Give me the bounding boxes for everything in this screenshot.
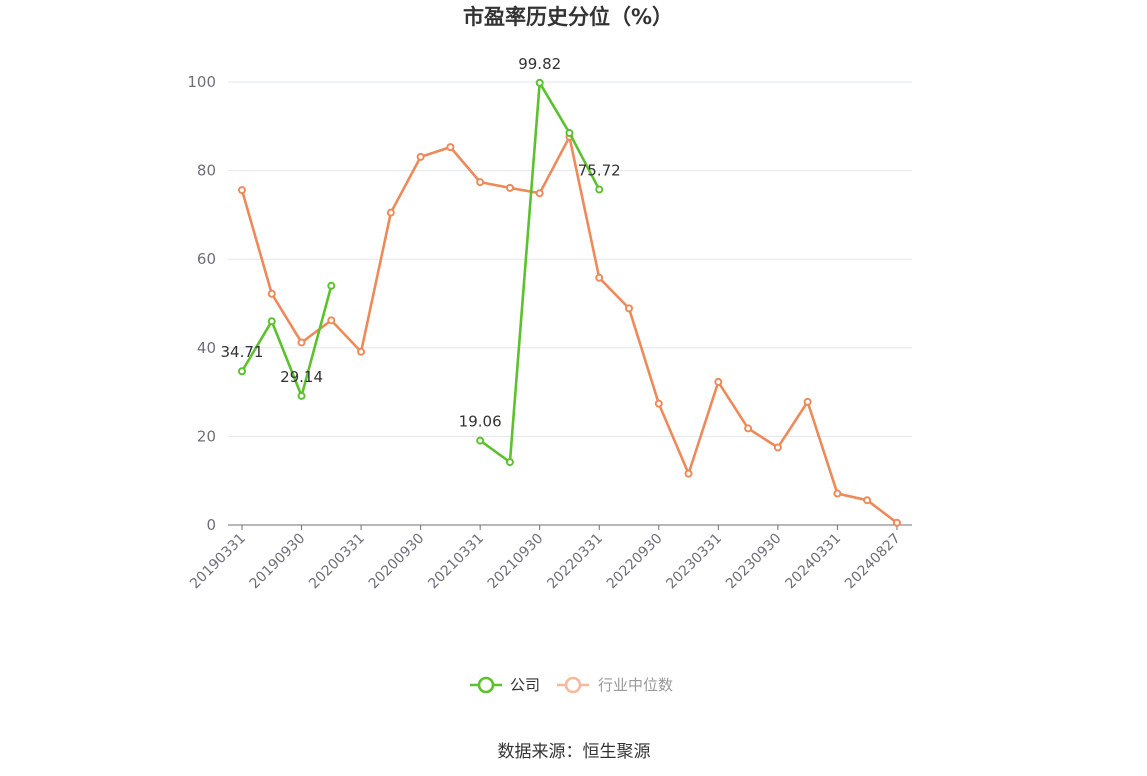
x-tick-label: 20210331 <box>425 531 487 593</box>
series-company <box>238 78 604 467</box>
data-point[interactable] <box>327 316 336 325</box>
data-point[interactable] <box>625 304 634 313</box>
data-label: 29.14 <box>280 368 323 386</box>
legend[interactable]: 公司 行业中位数 <box>470 676 673 694</box>
y-tick-label: 80 <box>197 162 216 180</box>
legend-marker <box>477 676 495 694</box>
series-line <box>240 285 333 398</box>
legend-label: 公司 <box>510 676 540 694</box>
grid-lines <box>228 81 912 437</box>
data-point[interactable] <box>684 469 693 478</box>
legend-label: 行业中位数 <box>598 676 673 694</box>
data-point[interactable] <box>833 489 842 498</box>
legend-marker <box>564 676 582 694</box>
data-point[interactable] <box>505 183 514 192</box>
data-point[interactable] <box>595 273 604 282</box>
x-tick-label: 20200930 <box>366 531 428 593</box>
x-tick-label: 20230930 <box>723 531 785 593</box>
data-point[interactable] <box>744 424 753 433</box>
data-point[interactable] <box>565 128 574 137</box>
data-point[interactable] <box>238 367 246 376</box>
x-tick-label: 20240827 <box>842 531 904 593</box>
y-tick-label: 0 <box>206 516 216 534</box>
data-point[interactable] <box>535 78 544 87</box>
x-tick-label: 20240331 <box>783 531 845 593</box>
y-tick-label: 100 <box>187 73 216 91</box>
data-label: 34.71 <box>221 343 264 361</box>
x-axis: 2019033120190930202003312020093020210331… <box>187 524 912 593</box>
data-point[interactable] <box>535 189 544 198</box>
data-point[interactable] <box>267 289 276 298</box>
series-layer <box>238 78 901 527</box>
x-tick-label: 20230331 <box>663 531 725 593</box>
data-point[interactable] <box>327 281 336 290</box>
data-point[interactable] <box>476 436 485 445</box>
data-point[interactable] <box>416 152 425 161</box>
data-point[interactable] <box>803 397 812 406</box>
data-label: 99.82 <box>518 55 561 73</box>
data-point[interactable] <box>773 443 782 452</box>
data-point[interactable] <box>267 317 276 326</box>
series-industry-median <box>238 132 901 527</box>
y-axis: 0 20 40 60 80 100 <box>187 73 216 534</box>
y-tick-label: 40 <box>197 339 216 357</box>
x-tick-label: 20190331 <box>187 531 249 593</box>
chart-title: 市盈率历史分位（%） <box>463 5 673 29</box>
x-tick-label: 20190930 <box>247 531 309 593</box>
data-point[interactable] <box>595 185 604 194</box>
series-line <box>479 81 601 464</box>
data-point[interactable] <box>238 186 246 195</box>
data-point[interactable] <box>654 399 663 408</box>
x-tick-label: 20220331 <box>544 531 606 593</box>
data-point[interactable] <box>357 347 366 356</box>
data-point[interactable] <box>297 391 306 400</box>
series-line <box>240 135 898 524</box>
source-note: 数据来源：恒生聚源 <box>498 742 651 762</box>
data-labels: 34.71 29.14 19.06 99.82 75.72 <box>221 55 621 431</box>
data-point[interactable] <box>446 143 455 152</box>
data-point[interactable] <box>297 338 306 347</box>
x-tick-label: 20220930 <box>604 531 666 593</box>
x-tick-label: 20210930 <box>485 531 547 593</box>
data-point[interactable] <box>476 178 485 187</box>
data-label: 19.06 <box>459 413 502 431</box>
x-tick-label: 20200331 <box>306 531 368 593</box>
data-point[interactable] <box>892 518 901 527</box>
data-label: 75.72 <box>578 162 621 180</box>
legend-item-company[interactable]: 公司 <box>470 676 540 694</box>
data-point[interactable] <box>505 458 514 467</box>
data-point[interactable] <box>714 377 723 386</box>
data-point[interactable] <box>863 496 872 505</box>
data-point[interactable] <box>386 208 395 217</box>
legend-item-industry-median[interactable]: 行业中位数 <box>557 676 673 694</box>
y-tick-label: 20 <box>197 427 216 445</box>
y-tick-label: 60 <box>197 250 216 268</box>
